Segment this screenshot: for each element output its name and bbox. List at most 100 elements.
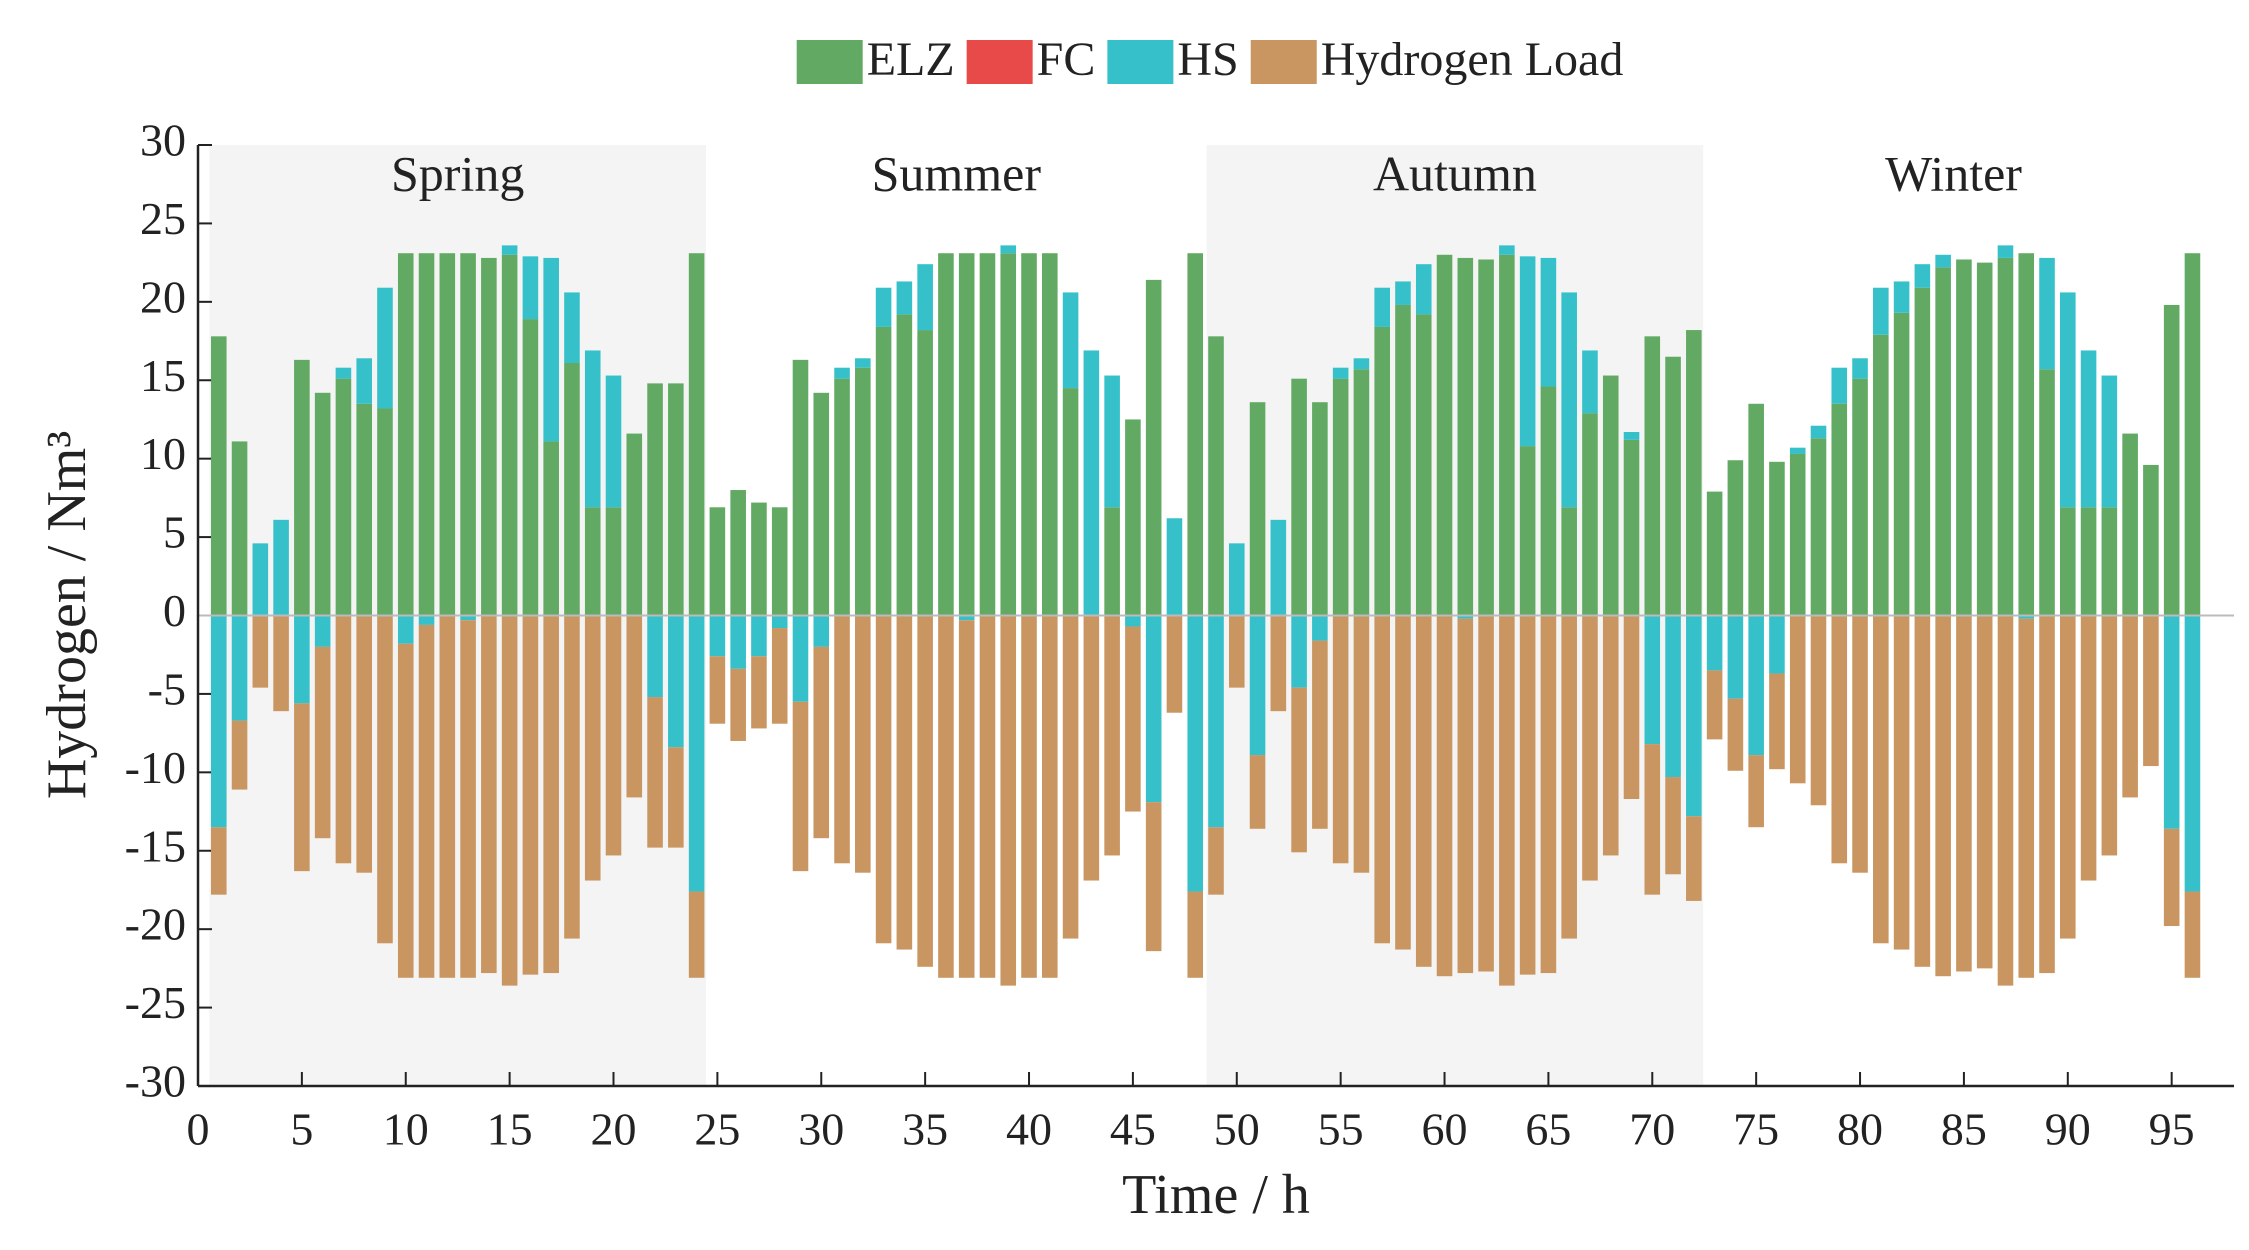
bar-segment — [439, 615, 456, 978]
bar-segment — [1104, 507, 1120, 616]
bar-segment — [1000, 615, 1017, 986]
bar-segment — [1956, 259, 1972, 616]
legend-label: HS — [1177, 33, 1238, 86]
bar-segment — [2018, 618, 2035, 978]
legend-swatch — [796, 40, 863, 84]
bar-segment — [1457, 257, 1474, 616]
bar-segment — [1125, 615, 1141, 627]
bar-segment — [1291, 615, 1307, 688]
legend-swatch — [1107, 40, 1174, 84]
bar-segment — [1228, 543, 1245, 616]
bar-segment — [522, 256, 539, 320]
bar-segment — [1873, 615, 1889, 944]
bar-segment — [1270, 615, 1287, 712]
bar-segment — [1644, 336, 1661, 616]
x-tick-label: 50 — [1214, 1104, 1260, 1155]
bar-segment — [294, 703, 310, 872]
bar-segment — [1561, 292, 1577, 508]
bar-segment — [2060, 292, 2076, 508]
bar-segment — [1810, 615, 1827, 806]
bar-segment — [709, 507, 726, 616]
bar-segment — [1187, 891, 1204, 978]
bar-segment — [1873, 287, 1889, 335]
x-tick-label: 45 — [1110, 1104, 1156, 1155]
bar-segment — [2101, 507, 2118, 616]
bar-segment — [1644, 744, 1661, 895]
bar-segment — [896, 281, 913, 315]
bar-segment — [1083, 615, 1100, 881]
bar-segment — [481, 257, 497, 616]
bar-segment — [564, 615, 580, 939]
bar-segment — [1810, 425, 1827, 439]
bar-segment — [335, 378, 352, 616]
bar-segment — [1852, 378, 1868, 616]
bar-segment — [1270, 519, 1287, 616]
bar-segment — [543, 441, 559, 616]
bar-segment — [481, 615, 497, 974]
bar-segment — [314, 615, 331, 647]
bar-segment — [1208, 336, 1224, 616]
bar-segment — [1519, 256, 1536, 447]
bar-segment — [231, 441, 248, 616]
bar-segment — [792, 615, 809, 702]
bar-segment — [1125, 419, 1141, 616]
bar-segment — [2122, 433, 2138, 616]
season-label: Autumn — [1373, 145, 1537, 201]
bar-segment — [397, 615, 414, 644]
bar-segment — [1436, 254, 1453, 616]
bar-segment — [418, 624, 435, 978]
bar-segment — [875, 287, 892, 327]
bar-segment — [1893, 312, 1910, 616]
legend: ELZ FC HS Hydrogen Load — [796, 33, 1623, 86]
bar-segment — [439, 253, 456, 616]
bar-segment — [813, 392, 830, 616]
bar-segment — [418, 253, 435, 616]
bar-segment — [1478, 615, 1494, 972]
bar-segment — [1000, 253, 1017, 616]
bar-segment — [1519, 615, 1536, 975]
bar-segment — [1187, 615, 1204, 892]
bar-segment — [1706, 670, 1723, 740]
bar-segment — [1665, 777, 1681, 875]
bar-segment — [356, 403, 372, 616]
x-tick-label: 55 — [1318, 1104, 1364, 1155]
bar-segment — [709, 656, 726, 724]
y-tick-label: 20 — [140, 271, 186, 322]
bar-segment — [1353, 615, 1370, 873]
bar-segment — [543, 257, 559, 442]
bar-segment — [584, 615, 601, 881]
bar-segment — [1976, 615, 1993, 969]
bar-segment — [668, 615, 684, 748]
bar-segment — [377, 615, 393, 944]
bar-segment — [834, 615, 850, 864]
bar-segment — [1083, 350, 1100, 616]
bar-segment — [605, 375, 622, 508]
bar-segment — [335, 615, 352, 864]
bar-segment — [1769, 673, 1785, 770]
bar-segment — [1602, 615, 1619, 856]
bar-segment — [896, 314, 913, 616]
bar-segment — [813, 646, 830, 839]
bar-segment — [1873, 334, 1889, 616]
bar-segment — [2060, 615, 2076, 939]
bar-segment — [1042, 253, 1058, 616]
x-tick-label: 70 — [1629, 1104, 1675, 1155]
bar-segment — [2039, 615, 2055, 974]
bar-segment — [688, 891, 705, 978]
bar-segment — [751, 502, 767, 616]
bar-segment — [1831, 615, 1848, 864]
bar-segment — [294, 359, 310, 616]
x-tick-label: 95 — [2149, 1104, 2195, 1155]
bar-segment — [1686, 615, 1702, 817]
bar-segment — [1561, 507, 1577, 616]
bar-segment — [1748, 615, 1764, 756]
bar-segment — [1312, 640, 1328, 829]
bar-segment — [377, 287, 393, 409]
bar-segment — [875, 326, 892, 616]
bar-segment — [1789, 447, 1806, 454]
bar-segment — [252, 543, 269, 616]
bar-segment — [771, 615, 788, 629]
bar-segment — [1914, 615, 1931, 967]
bar-segment — [1789, 615, 1806, 784]
bar-segment — [231, 615, 248, 721]
